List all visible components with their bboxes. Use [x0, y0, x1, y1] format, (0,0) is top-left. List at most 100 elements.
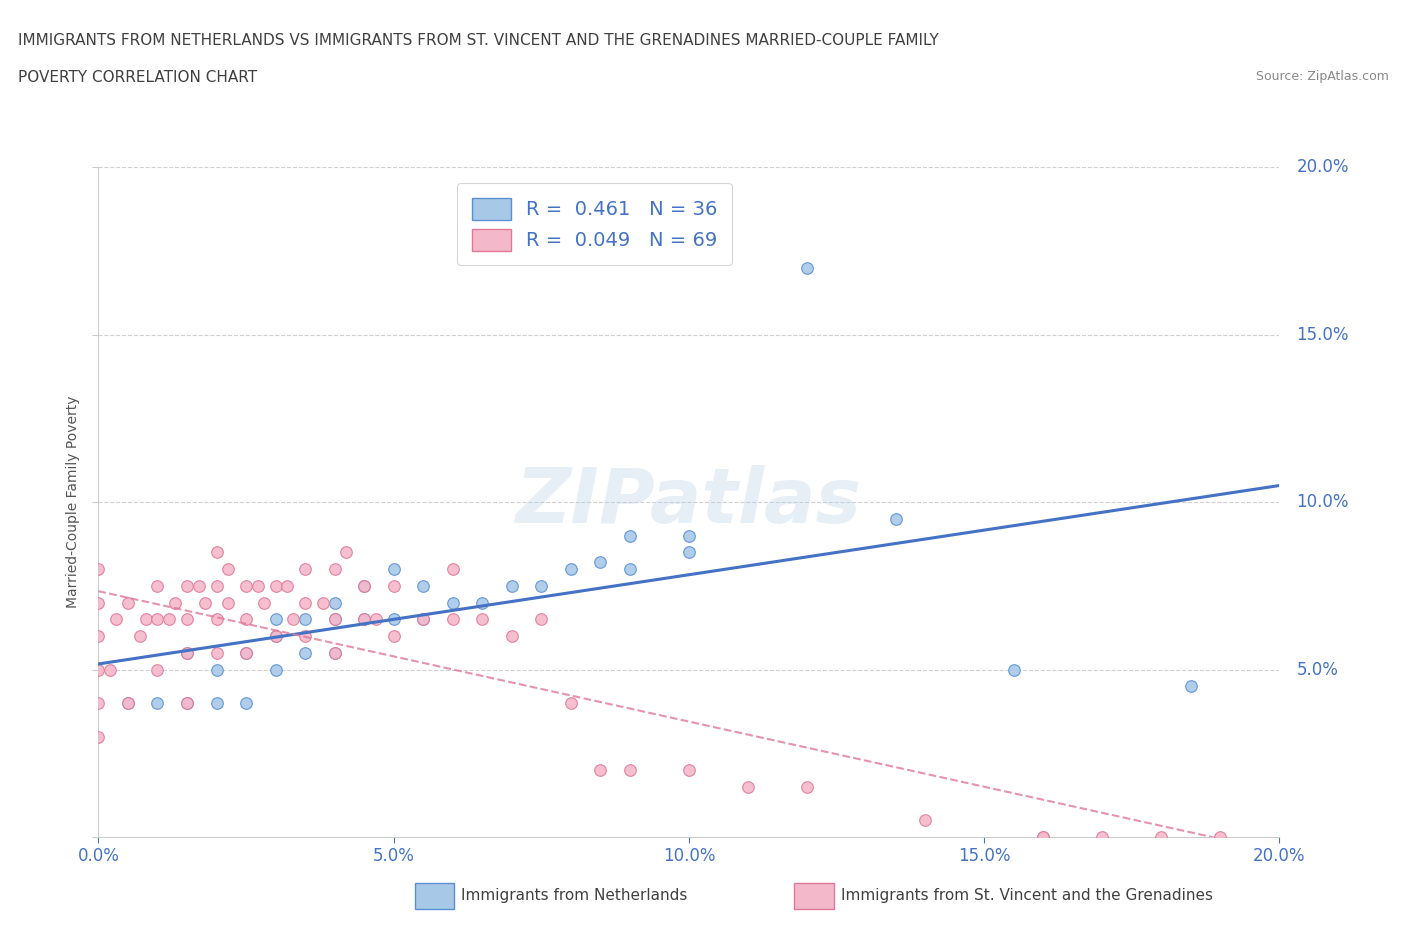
Y-axis label: Married-Couple Family Poverty: Married-Couple Family Poverty — [66, 396, 80, 608]
Point — [205, 645, 228, 660]
Point — [117, 696, 139, 711]
Point — [165, 595, 187, 610]
Point — [294, 612, 316, 627]
Point — [323, 595, 346, 610]
Point — [619, 528, 641, 543]
Point — [146, 696, 169, 711]
Text: ZIPatlas: ZIPatlas — [516, 465, 862, 539]
Point — [737, 779, 759, 794]
Point — [235, 645, 257, 660]
Text: IMMIGRANTS FROM NETHERLANDS VS IMMIGRANTS FROM ST. VINCENT AND THE GRENADINES MA: IMMIGRANTS FROM NETHERLANDS VS IMMIGRANT… — [18, 33, 939, 47]
Point — [353, 578, 375, 593]
Point — [264, 578, 287, 593]
Point — [312, 595, 335, 610]
Point — [87, 562, 110, 577]
Point — [187, 578, 209, 593]
Text: Immigrants from St. Vincent and the Grenadines: Immigrants from St. Vincent and the Gren… — [841, 888, 1213, 903]
Point — [253, 595, 276, 610]
Point — [194, 595, 217, 610]
Point — [530, 612, 553, 627]
Point — [146, 662, 169, 677]
Point — [323, 645, 346, 660]
Point — [246, 578, 269, 593]
Point — [353, 578, 375, 593]
Point — [619, 562, 641, 577]
Point — [1032, 830, 1054, 844]
Point — [678, 763, 700, 777]
Point — [276, 578, 298, 593]
Point — [87, 662, 110, 677]
Point — [1032, 830, 1054, 844]
Point — [364, 612, 387, 627]
Point — [117, 696, 139, 711]
Point — [294, 645, 316, 660]
Point — [135, 612, 157, 627]
Text: 20.0%: 20.0% — [1296, 158, 1348, 177]
Text: Immigrants from Netherlands: Immigrants from Netherlands — [461, 888, 688, 903]
Point — [176, 696, 198, 711]
Point — [619, 763, 641, 777]
Point — [323, 612, 346, 627]
Point — [294, 629, 316, 644]
Point — [117, 595, 139, 610]
Point — [1209, 830, 1232, 844]
Point — [264, 629, 287, 644]
Point — [205, 578, 228, 593]
Point — [146, 612, 169, 627]
Point — [382, 612, 405, 627]
Point — [678, 545, 700, 560]
Point — [382, 562, 405, 577]
Point — [560, 562, 582, 577]
Text: 5.0%: 5.0% — [1296, 660, 1339, 679]
Point — [176, 612, 198, 627]
Point — [205, 545, 228, 560]
Point — [235, 696, 257, 711]
Point — [441, 595, 464, 610]
Point — [294, 562, 316, 577]
Point — [87, 729, 110, 744]
Point — [678, 528, 700, 543]
Point — [471, 612, 494, 627]
Point — [217, 595, 239, 610]
Point — [335, 545, 357, 560]
Point — [412, 578, 434, 593]
Point — [128, 629, 150, 644]
Point — [205, 696, 228, 711]
Point — [884, 512, 907, 526]
Point — [205, 662, 228, 677]
Point — [471, 595, 494, 610]
Point — [264, 612, 287, 627]
Point — [1091, 830, 1114, 844]
Point — [87, 629, 110, 644]
Point — [1150, 830, 1173, 844]
Point — [382, 578, 405, 593]
Point — [501, 578, 523, 593]
Point — [87, 696, 110, 711]
Point — [105, 612, 128, 627]
Point — [323, 645, 346, 660]
Point — [294, 595, 316, 610]
Point — [235, 612, 257, 627]
Point — [382, 629, 405, 644]
Point — [176, 578, 198, 593]
Point — [412, 612, 434, 627]
Point — [441, 612, 464, 627]
Point — [235, 578, 257, 593]
Point — [157, 612, 180, 627]
Point — [589, 555, 612, 570]
Point — [176, 645, 198, 660]
Point — [1002, 662, 1025, 677]
Point — [560, 696, 582, 711]
Point — [796, 260, 818, 275]
Point — [323, 562, 346, 577]
Point — [283, 612, 305, 627]
Legend: R =  0.461   N = 36, R =  0.049   N = 69: R = 0.461 N = 36, R = 0.049 N = 69 — [457, 183, 731, 265]
Point — [176, 696, 198, 711]
Point — [796, 779, 818, 794]
Point — [530, 578, 553, 593]
Point — [501, 629, 523, 644]
Point — [914, 813, 936, 828]
Text: 15.0%: 15.0% — [1296, 326, 1348, 344]
Point — [353, 612, 375, 627]
Point — [441, 562, 464, 577]
